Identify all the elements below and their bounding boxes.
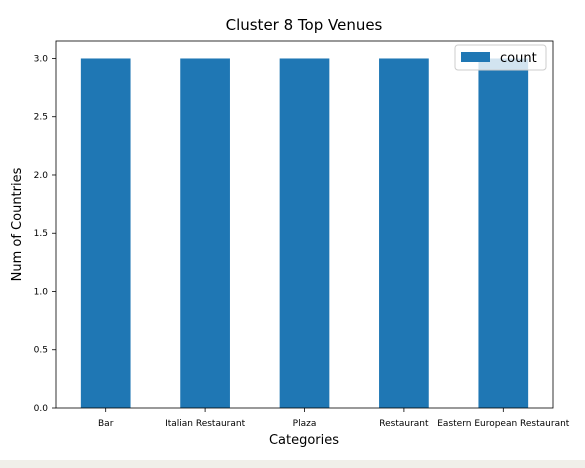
x-tick-label: Restaurant	[379, 419, 429, 429]
plot-frame	[55, 40, 554, 409]
x-tick-label: Italian Restaurant	[165, 419, 246, 429]
bar	[379, 58, 429, 408]
y-axis-label: Num of Countries	[10, 167, 25, 281]
x-axis-label: Categories	[269, 433, 339, 448]
bar	[80, 58, 131, 408]
x-tick-label: Bar	[98, 419, 114, 429]
y-tick-label: 3.0	[34, 54, 49, 64]
y-tick-label: 1.0	[34, 287, 49, 297]
chart-title: Cluster 8 Top Venues	[226, 16, 383, 34]
legend: count	[454, 44, 547, 71]
x-tick-label: Eastern European Restaurant	[437, 419, 570, 429]
y-tick-label: 2.0	[34, 171, 49, 181]
y-tick-label: 0.0	[34, 404, 49, 414]
y-axis: 0.0 0.5 1.0 1.5 2.0 2.5 3.0	[34, 54, 56, 414]
bar	[180, 58, 230, 408]
bar	[478, 58, 529, 408]
x-tick-label: Plaza	[293, 419, 317, 429]
legend-box	[454, 44, 547, 71]
legend-swatch	[461, 52, 490, 62]
y-tick-label: 0.5	[34, 346, 48, 356]
y-tick-label: 1.5	[34, 229, 48, 239]
bars-group	[80, 58, 529, 408]
legend-label: count	[500, 51, 537, 66]
y-tick-label: 2.5	[34, 113, 48, 123]
bar	[279, 58, 330, 408]
x-axis: Bar Italian Restaurant Plaza Restaurant East…	[98, 408, 570, 429]
